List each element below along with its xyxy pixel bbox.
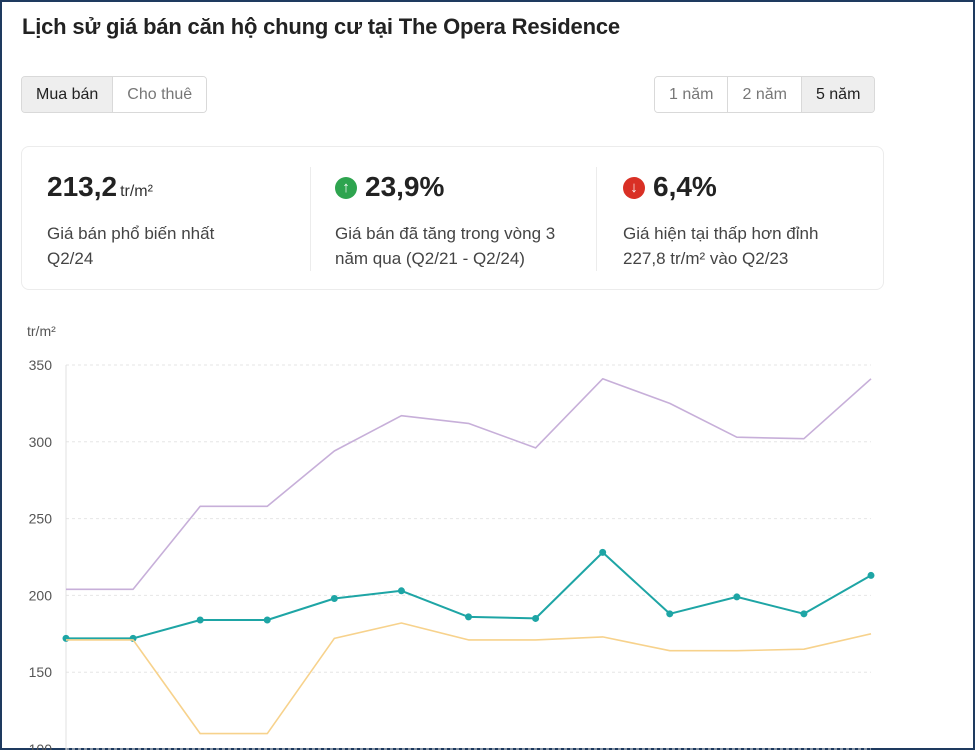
data-point[interactable] (599, 548, 607, 556)
stats-divider (596, 167, 597, 271)
stat-popular-value: 213,2 (47, 171, 118, 202)
arrow-down-icon: ↓ (623, 177, 645, 199)
range-tabs: 1 năm 2 năm 5 năm (654, 76, 876, 113)
data-point[interactable] (330, 594, 338, 602)
data-point[interactable] (196, 616, 204, 624)
data-point[interactable] (532, 614, 540, 622)
stat-below-peak-value: 6,4% (653, 171, 717, 202)
y-tick-label: 100 (29, 741, 53, 750)
data-point[interactable] (733, 593, 741, 601)
series-line-0[interactable] (66, 378, 872, 591)
tab-1-year[interactable]: 1 năm (655, 77, 729, 112)
stat-popular-desc: Giá bán phổ biến nhất (47, 224, 215, 243)
stat-popular-unit: tr/m² (120, 183, 153, 200)
data-point[interactable] (465, 613, 472, 621)
data-point[interactable] (62, 634, 70, 642)
tab-5-years[interactable]: 5 năm (801, 77, 875, 112)
y-tick-label: 300 (29, 434, 53, 450)
page-title: Lịch sử giá bán căn hộ chung cư tại The … (22, 14, 620, 39)
stat-below-peak-desc: Giá hiện tại thấp hơn đỉnh (623, 224, 819, 243)
stat-increase-period: năm qua (Q2/21 - Q2/24) (335, 249, 525, 268)
tab-mua-ban[interactable]: Mua bán (22, 77, 114, 112)
y-axis-label: tr/m² (27, 323, 56, 339)
y-tick-label: 350 (29, 357, 53, 373)
stat-increase-value: 23,9% (365, 171, 445, 202)
stat-below-peak-detail: 227,8 tr/m² vào Q2/23 (623, 249, 789, 268)
stats-divider (310, 167, 311, 271)
y-tick-label: 150 (29, 664, 53, 680)
stat-increase-desc: Giá bán đã tăng trong vòng 3 (335, 224, 556, 243)
mode-tabs: Mua bán Cho thuê (21, 76, 208, 113)
series-line-2[interactable] (66, 622, 872, 735)
arrow-up-icon: ↑ (335, 177, 357, 199)
data-point[interactable] (263, 616, 271, 624)
y-tick-label: 200 (29, 587, 53, 603)
data-point[interactable] (666, 610, 674, 618)
y-tick-label: 250 (29, 511, 53, 527)
stats-card: 213,2 tr/m² Giá bán phổ biến nhất Q2/24 ↑… (21, 146, 884, 290)
tab-cho-thue[interactable]: Cho thuê (113, 77, 207, 112)
price-history-chart: tr/m² 100 150 200 250 300 350 (27, 323, 875, 750)
stat-popular-period: Q2/24 (47, 249, 94, 268)
data-point[interactable] (867, 571, 875, 579)
data-point[interactable] (397, 587, 405, 595)
tab-2-years[interactable]: 2 năm (728, 77, 802, 112)
data-point[interactable] (800, 610, 808, 618)
